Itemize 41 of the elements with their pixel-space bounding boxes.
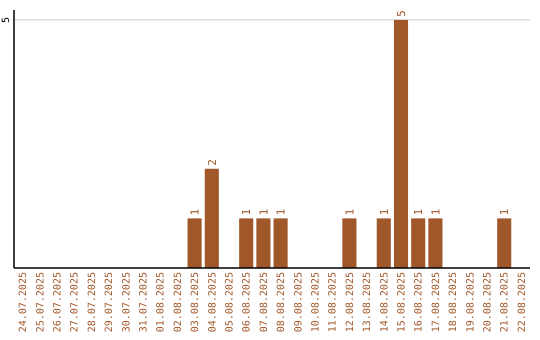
x-tick-label: 19.08.2025 xyxy=(465,272,476,332)
x-tick-label: 06.08.2025 xyxy=(242,272,253,332)
x-tick-label: 11.08.2025 xyxy=(328,272,339,332)
x-tick-label: 16.08.2025 xyxy=(414,272,425,332)
x-tick-label: 27.07.2025 xyxy=(70,272,81,332)
x-tick-label: 29.07.2025 xyxy=(104,272,116,332)
x-tick-label: 07.08.2025 xyxy=(258,272,270,332)
data-label: 1 xyxy=(343,208,356,216)
x-tick-label: 09.08.2025 xyxy=(293,272,304,332)
data-label: 1 xyxy=(429,208,442,216)
x-tick-label: 02.08.2025 xyxy=(172,272,184,332)
x-tick-label: 08.08.2025 xyxy=(276,272,288,332)
x-tick-label: 12.08.2025 xyxy=(344,272,356,332)
data-label: 1 xyxy=(257,208,270,216)
x-tick-label: 15.08.2025 xyxy=(396,272,408,332)
x-tick-label: 31.07.2025 xyxy=(138,272,150,332)
x-tick-label: 21.08.2025 xyxy=(500,272,511,332)
x-tick-label: 22.08.2025 xyxy=(516,272,528,332)
data-label: 1 xyxy=(378,208,391,216)
x-tick-label: 18.08.2025 xyxy=(448,272,460,332)
x-tick-label: 26.07.2025 xyxy=(52,272,64,332)
x-tick-label: 03.08.2025 xyxy=(190,272,202,332)
x-tick-label: 17.08.2025 xyxy=(430,272,442,332)
data-label: 1 xyxy=(412,208,426,216)
data-label: 2 xyxy=(206,159,219,166)
x-tick-label: 13.08.2025 xyxy=(362,272,374,332)
x-tick-label: 05.08.2025 xyxy=(224,272,236,332)
x-tick-label: 04.08.2025 xyxy=(207,272,218,332)
x-tick-label: 10.08.2025 xyxy=(310,272,322,332)
x-tick-label: 01.08.2025 xyxy=(156,272,167,332)
x-tick-label: 30.07.2025 xyxy=(121,272,132,332)
data-label: 1 xyxy=(498,208,512,216)
data-label: 1 xyxy=(274,208,288,216)
data-label: 1 xyxy=(240,208,254,216)
x-tick-label: 14.08.2025 xyxy=(379,272,390,332)
x-tick-label: 20.08.2025 xyxy=(482,272,494,332)
x-tick-label: 28.07.2025 xyxy=(86,272,98,332)
x-tick-label: 24.07.2025 xyxy=(18,272,30,332)
data-label: 5 xyxy=(395,10,408,17)
data-label: 1 xyxy=(188,208,202,216)
x-tick-label: 25.07.2025 xyxy=(35,272,46,332)
